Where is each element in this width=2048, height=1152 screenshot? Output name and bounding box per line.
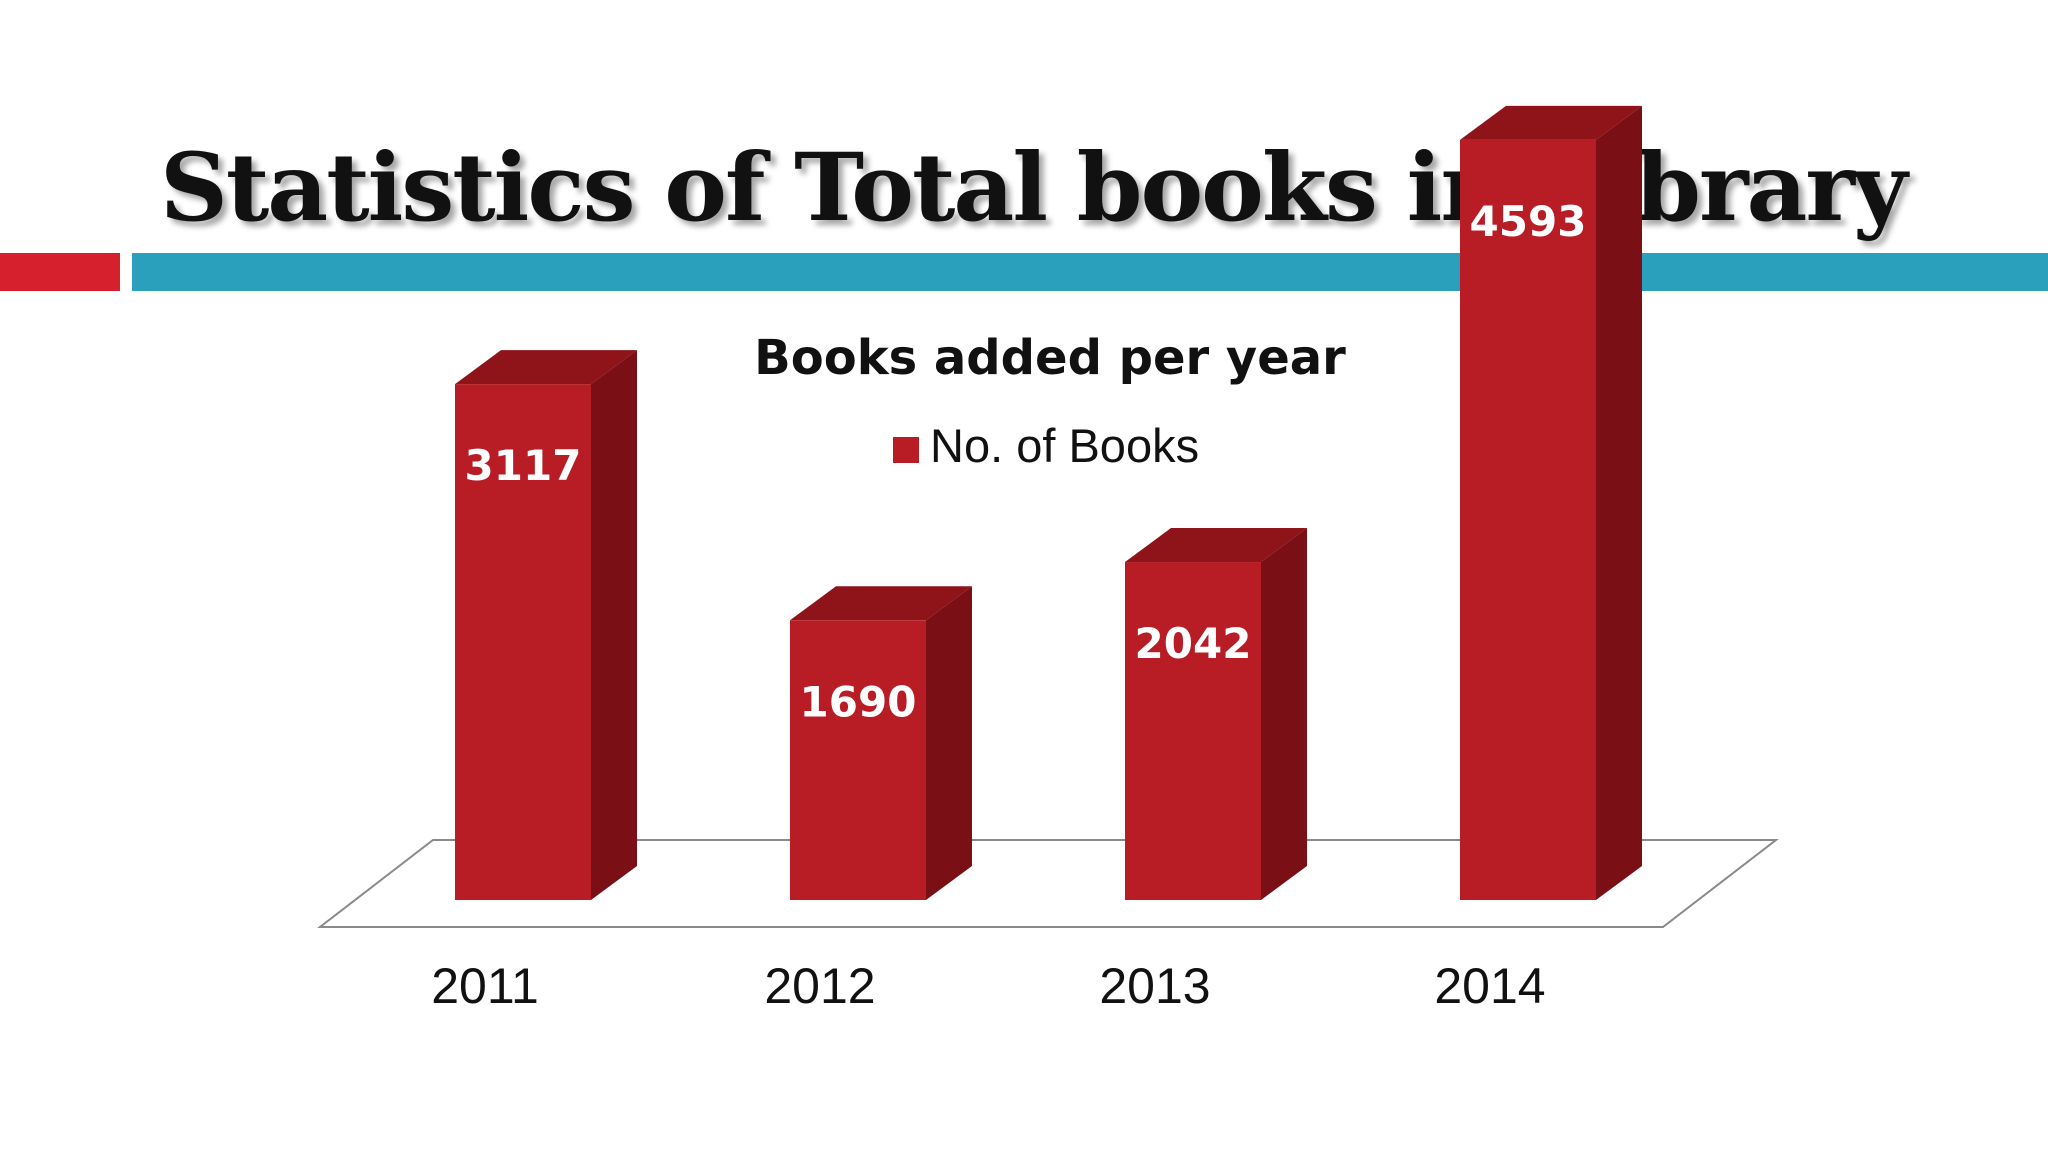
x-tick-label: 2013: [1099, 958, 1210, 1014]
bar-side: [1596, 105, 1642, 900]
bar-top: [1125, 528, 1307, 563]
bar-side: [1261, 528, 1307, 900]
floor-plane: [317, 839, 1779, 928]
bar-2011: 3117: [455, 350, 637, 901]
x-axis-labels: 2011 2012 2013 2014: [431, 958, 1545, 1014]
bar-front: [1125, 562, 1261, 900]
data-label: 3117: [465, 441, 582, 490]
chart-title: Books added per year: [754, 330, 1346, 386]
bar-front: [455, 384, 591, 901]
bar-2013: 2042: [1125, 528, 1307, 900]
chart-floor: [317, 839, 1779, 928]
title-accent-blue: [132, 253, 2048, 291]
bar-2012: 1690: [790, 586, 972, 900]
x-tick-label: 2011: [431, 958, 539, 1014]
bar-front: [1460, 139, 1596, 900]
bar-side: [926, 586, 972, 900]
bar-side: [591, 350, 637, 901]
data-label: 1690: [800, 677, 917, 726]
x-tick-label: 2014: [1434, 958, 1545, 1014]
bar-top: [1460, 105, 1642, 140]
data-label: 4593: [1470, 197, 1587, 246]
bar-top: [790, 586, 972, 621]
data-label: 2042: [1135, 619, 1252, 668]
title-accent-red: [0, 253, 120, 291]
legend-swatch: [893, 437, 919, 463]
bar-front: [790, 620, 926, 900]
legend: No. of Books: [893, 419, 1199, 472]
legend-label: No. of Books: [930, 419, 1199, 472]
bars: 3117 1690 2042 4593: [455, 105, 1642, 901]
bar-2014: 4593: [1460, 105, 1642, 900]
x-tick-label: 2012: [764, 958, 875, 1014]
bar-top: [455, 350, 637, 385]
